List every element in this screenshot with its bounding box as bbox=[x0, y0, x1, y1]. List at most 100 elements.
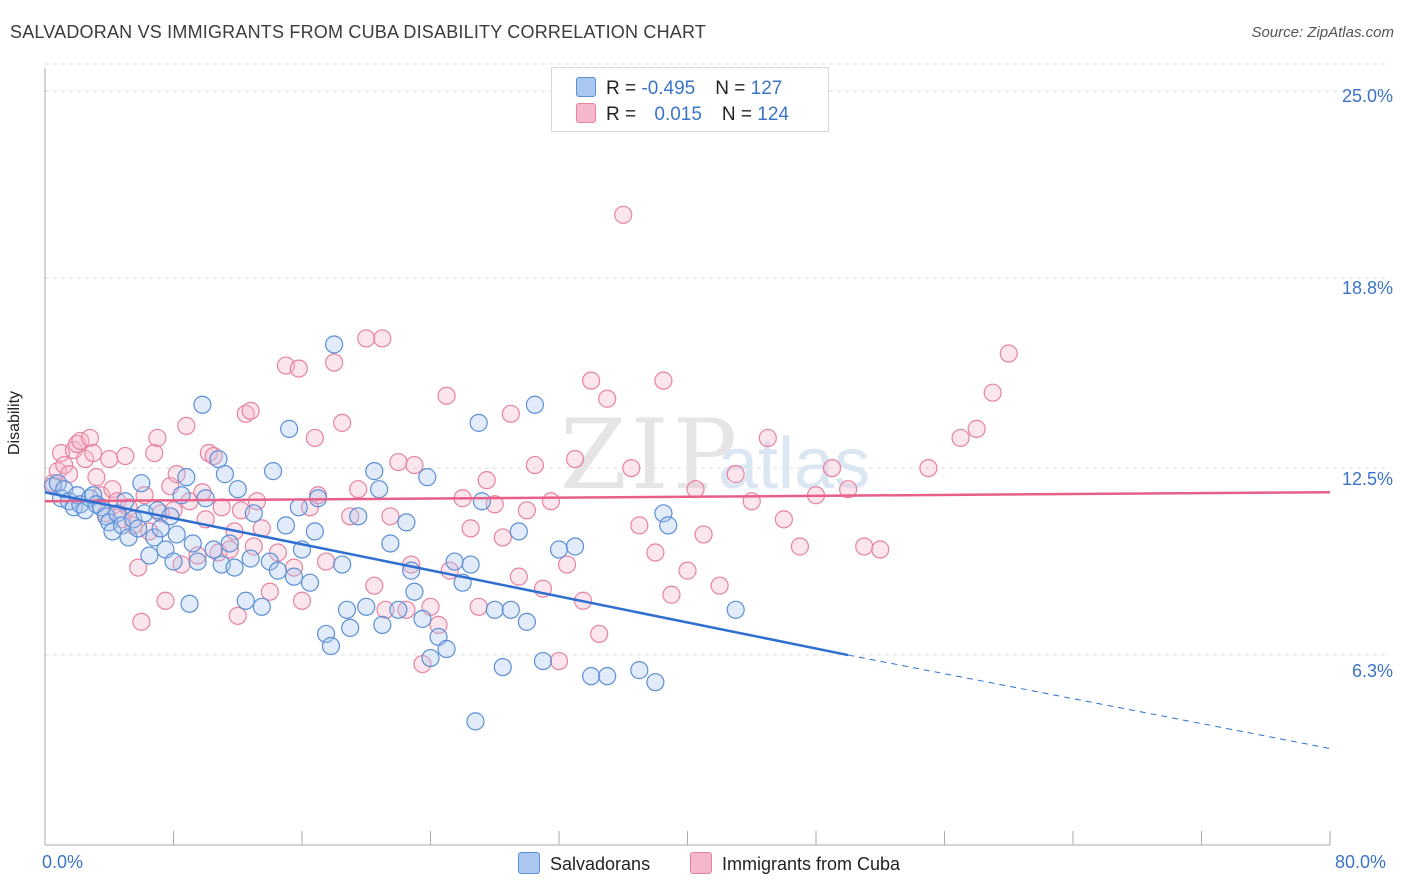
legend-swatch-blue bbox=[576, 77, 596, 97]
x-tick-min: 0.0% bbox=[42, 852, 84, 872]
cuba-point bbox=[87, 468, 106, 487]
y-tick-6-3: 6.3% bbox=[1351, 661, 1393, 681]
cuba-point bbox=[871, 540, 890, 559]
watermark-atlas: atlas bbox=[718, 424, 870, 504]
cuba-point bbox=[376, 600, 395, 619]
salvadoran-point bbox=[389, 600, 408, 619]
cuba-point bbox=[774, 510, 793, 529]
salvadoran-point bbox=[193, 395, 212, 414]
cuba-point bbox=[951, 428, 970, 448]
cuba-point bbox=[220, 540, 239, 559]
salvadoran-point bbox=[284, 567, 304, 586]
salvadoran-point bbox=[204, 540, 223, 559]
cuba-point bbox=[177, 416, 196, 435]
salvadoran-point bbox=[145, 528, 164, 547]
salvadoran-point bbox=[501, 600, 520, 619]
salvadoran-point bbox=[177, 468, 196, 487]
cuba-point bbox=[646, 543, 665, 562]
salvadoran-point bbox=[466, 712, 485, 731]
cuba-point bbox=[55, 455, 74, 475]
legend-r-value: 0.015 bbox=[654, 104, 702, 125]
cuba-point bbox=[983, 383, 1002, 402]
cuba-point bbox=[517, 501, 536, 520]
cuba-point bbox=[630, 516, 649, 535]
salvadoran-point bbox=[241, 549, 260, 568]
cuba-point bbox=[967, 419, 986, 438]
cuba-point bbox=[437, 386, 456, 405]
cuba-point bbox=[999, 344, 1018, 363]
cuba-point bbox=[614, 205, 633, 224]
cuba-point bbox=[188, 546, 207, 565]
y-tick-25: 25.0% bbox=[1341, 86, 1393, 106]
cuba-point bbox=[501, 404, 520, 423]
cuba-point bbox=[541, 492, 561, 511]
cuba-point bbox=[260, 582, 279, 601]
salvadoran-point bbox=[659, 516, 678, 535]
cuba-point bbox=[204, 446, 223, 466]
salvadoran-point bbox=[485, 600, 504, 619]
bottom-swatch-pink bbox=[690, 852, 712, 874]
cuba-point bbox=[662, 585, 681, 604]
salvadoran-point bbox=[225, 558, 244, 577]
cuba-point bbox=[349, 480, 368, 499]
cuba-point bbox=[132, 612, 151, 631]
cuba-point bbox=[100, 449, 119, 469]
cuba-point bbox=[822, 458, 842, 478]
salvadoran-point bbox=[140, 546, 159, 565]
salvadoran-point bbox=[646, 673, 665, 692]
cuba-point bbox=[365, 576, 384, 595]
salvadoran-point bbox=[164, 552, 183, 571]
bottom-legend-cuba: Immigrants from Cuba bbox=[690, 852, 900, 875]
salvadoran-point bbox=[370, 480, 389, 499]
trend-lines bbox=[44, 490, 1331, 750]
legend-r-label: R = bbox=[606, 78, 642, 99]
salvadoran-point bbox=[397, 513, 416, 532]
cuba-point bbox=[582, 371, 601, 390]
cuba-trend-line bbox=[44, 490, 1331, 503]
axes bbox=[44, 68, 1331, 846]
salvadoran-point bbox=[509, 522, 528, 541]
cuba-point bbox=[333, 413, 352, 432]
cuba-point bbox=[509, 567, 528, 586]
cuba-point bbox=[244, 537, 263, 556]
salvadoran-point bbox=[525, 395, 545, 414]
chart-source: Source: ZipAtlas.com bbox=[1251, 24, 1394, 41]
cuba-point bbox=[247, 492, 267, 511]
cuba-point bbox=[694, 525, 713, 544]
cuba-point bbox=[622, 458, 641, 478]
cuba-point bbox=[525, 455, 545, 475]
salvadoran-point bbox=[325, 335, 344, 354]
legend-n-label: N = bbox=[721, 104, 758, 125]
salvadoran-point bbox=[472, 492, 491, 511]
salvadoran-point bbox=[337, 600, 357, 619]
cuba-point bbox=[726, 465, 745, 484]
cuba-point bbox=[598, 389, 617, 408]
legend-n-value: 124 bbox=[757, 104, 789, 125]
cuba-point bbox=[84, 443, 103, 463]
cuba-point bbox=[678, 561, 697, 580]
salvadoran-point bbox=[437, 639, 456, 659]
cuba-point bbox=[839, 480, 858, 499]
salvadoran-point bbox=[151, 519, 170, 538]
salvadoran-point bbox=[630, 661, 649, 680]
salvadoran-point bbox=[654, 504, 673, 523]
cuba-point bbox=[590, 624, 609, 644]
cuba-point bbox=[228, 606, 247, 625]
salvadoran-point bbox=[305, 522, 324, 541]
cuba-point bbox=[557, 555, 577, 574]
legend-r-value: -0.495 bbox=[641, 78, 696, 99]
cuba-point bbox=[156, 591, 175, 610]
legend-r-label: R = bbox=[606, 104, 642, 125]
salvadoran-point bbox=[263, 462, 283, 481]
cuba-point bbox=[316, 552, 336, 571]
y-tick-18-8: 18.8% bbox=[1341, 278, 1393, 298]
cuba-point bbox=[129, 558, 148, 577]
salvadoran-point bbox=[365, 462, 384, 481]
cuba-point bbox=[357, 329, 376, 348]
stats-legend: R = -0.495 N = 127 R = 0.015 N = 124 bbox=[551, 67, 829, 132]
salvadoran-point bbox=[252, 597, 271, 616]
cuba-point bbox=[758, 428, 777, 448]
salvadoran-trend-line bbox=[44, 490, 849, 657]
salvadoran-point bbox=[598, 667, 617, 686]
